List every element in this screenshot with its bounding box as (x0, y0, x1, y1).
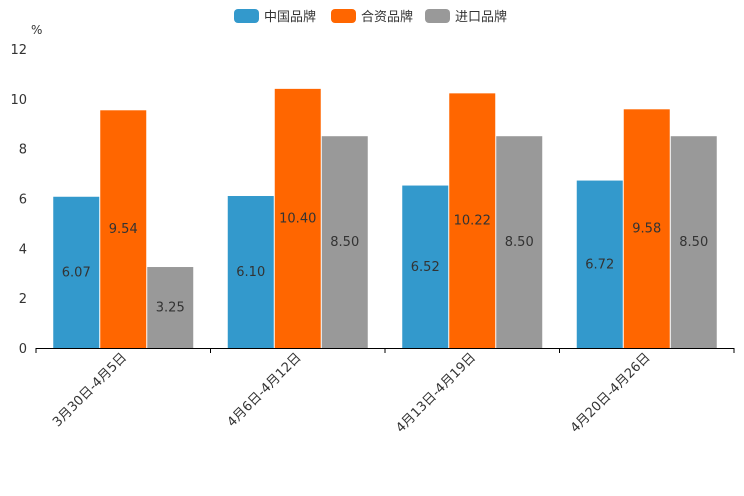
bar-value-label: 6.52 (411, 260, 440, 275)
x-tick-label: 4月6日-4月12日 (225, 350, 305, 430)
bar-2-2 (274, 88, 321, 348)
y-tick-label: 4 (19, 242, 27, 257)
legend-item: 合资品牌 (331, 9, 413, 25)
x-tick-label: 4月13日-4月19日 (393, 350, 479, 436)
bar-value-label: 6.07 (62, 265, 91, 280)
y-tick-label: 6 (19, 193, 27, 208)
bar-3-2 (321, 136, 368, 348)
legend-swatch (425, 9, 450, 23)
y-tick-label: 12 (10, 43, 27, 58)
y-tick-label: 2 (19, 292, 27, 307)
bar-value-label: 9.58 (632, 222, 661, 237)
bar-1-4 (576, 180, 623, 348)
bar-value-label: 8.50 (330, 235, 359, 250)
bar-labels: 6.07 9.54 3.25 6.10 10.40 8.50 6.52 10.22 8.50 6.… (62, 211, 708, 315)
legend-label: 合资品牌 (361, 9, 413, 25)
bar-1-3 (402, 185, 449, 348)
legend-label: 中国品牌 (264, 9, 316, 25)
bar-3-4 (670, 136, 717, 348)
y-tick-label: 0 (19, 342, 27, 357)
y-axis: 0 2 4 6 8 10 12 (10, 43, 27, 357)
legend-label: 进口品牌 (455, 9, 507, 25)
y-tick-label: 8 (19, 143, 27, 158)
bar-3-1 (147, 267, 194, 348)
bar-2-4 (623, 109, 670, 348)
bar-value-label: 8.50 (505, 235, 534, 250)
bar-value-label: 10.40 (279, 211, 316, 226)
y-axis-unit-label: % (31, 23, 42, 37)
bar-2-3 (449, 93, 496, 348)
y-tick-label: 10 (10, 93, 27, 108)
bar-value-label: 6.10 (236, 265, 265, 280)
bar-value-label: 8.50 (679, 235, 708, 250)
legend-item: 中国品牌 (234, 9, 316, 25)
legend-item: 进口品牌 (425, 9, 507, 25)
bar-value-label: 9.54 (109, 222, 138, 237)
bar-value-label: 3.25 (156, 301, 185, 316)
bar-2-1 (100, 110, 147, 348)
bar-value-label: 10.22 (454, 214, 491, 229)
bar-1-2 (227, 196, 274, 348)
x-tick-label: 4月20日-4月26日 (568, 350, 654, 436)
bars (53, 88, 717, 348)
x-tick-label: 3月30日-4月5日 (50, 350, 130, 430)
x-axis: 3月30日-4月5日 4月6日-4月12日 4月13日-4月19日 4月20日-4月2… (35, 348, 735, 436)
legend-swatch (331, 9, 356, 23)
bar-value-label: 6.72 (585, 257, 614, 272)
legend: 中国品牌 合资品牌 进口品牌 (234, 9, 507, 25)
bar-3-3 (496, 136, 543, 348)
bar-1-1 (53, 196, 100, 348)
legend-swatch (234, 9, 259, 23)
